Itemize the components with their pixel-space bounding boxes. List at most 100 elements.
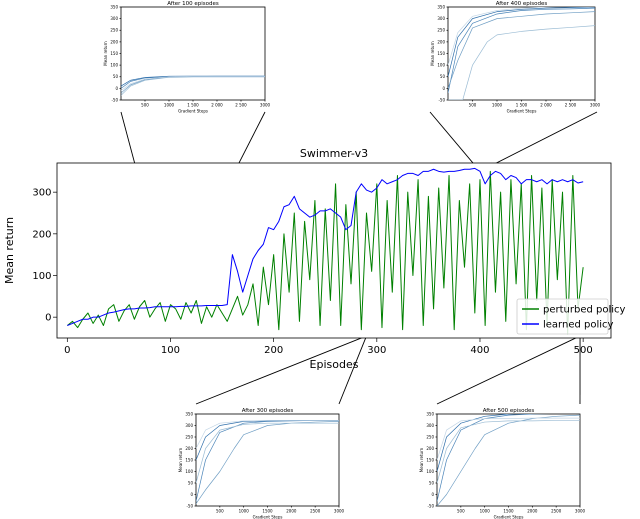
plot-frame (436, 413, 581, 507)
chart-title: Swimmer-v3 (300, 147, 368, 160)
y-tick-label: 200 (110, 39, 118, 44)
y-tick-label: 250 (437, 28, 445, 33)
chart-title: After 500 episodes (483, 408, 535, 414)
series-line-2 (448, 11, 595, 89)
y-tick-label: 350 (110, 4, 118, 9)
x-tick-label: 1000 (239, 509, 250, 514)
inset-after-400-episodes: 500 1000 1 500 2 000 2 500 3000 -50 0 50 100 150 20… (430, 1, 601, 114)
y-tick-label: 150 (110, 51, 118, 56)
y-tick-label: 350 (185, 411, 193, 416)
y-tick-label: 300 (437, 16, 445, 21)
y-tick-label: 300 (185, 423, 193, 428)
y-tick-label: 250 (185, 434, 193, 439)
y-tick-label: 50 (440, 74, 446, 79)
y-tick-label: 100 (437, 63, 445, 68)
x-tick-label: 500 (574, 345, 593, 356)
x-tick-label: 2500 (551, 509, 562, 514)
y-axis-label: Mean return (178, 447, 183, 472)
x-tick-label: 2 000 (540, 103, 552, 108)
series-line-1 (437, 414, 551, 502)
y-tick-label: 100 (426, 469, 434, 474)
x-tick-label: 2500 (310, 509, 321, 514)
series-lines (121, 75, 265, 96)
y-tick-label: 100 (32, 271, 51, 282)
y-tick-label: 50 (188, 480, 194, 485)
y-tick-label: 0 (45, 313, 51, 324)
x-tick-label: 400 (470, 345, 489, 356)
series-line-0 (448, 7, 595, 77)
x-tick-label: 1500 (262, 509, 273, 514)
x-axis-label: Gradient Steps (253, 515, 283, 519)
plot-frame (447, 6, 596, 101)
x-tick-label: 100 (161, 345, 180, 356)
x-tick-label: 1 500 (187, 103, 199, 108)
y-tick-label: 0 (431, 492, 434, 497)
y-tick-label: 250 (426, 434, 434, 439)
series-line-4 (121, 75, 265, 91)
y-axis-label: Mean return (419, 447, 424, 472)
y-tick-label: 200 (426, 446, 434, 451)
x-tick-label: 1000 (480, 509, 491, 514)
series-line-learned-policy (67, 167, 584, 326)
connector-line (195, 335, 367, 405)
x-tick-label: 200 (264, 345, 283, 356)
series-line-3 (437, 420, 580, 484)
y-axis-label: Mean return (3, 217, 16, 284)
y-tick-label: -50 (427, 503, 434, 508)
legend-label: perturbed policy (543, 305, 626, 316)
x-tick-label: 1 500 (516, 103, 528, 108)
y-tick-label: 50 (429, 480, 435, 485)
legend-label: learned policy (543, 320, 614, 331)
series-line-0 (437, 414, 516, 472)
x-tick-label: 3000 (260, 103, 271, 108)
chart-title: After 100 episodes (167, 1, 219, 7)
y-tick-label: 350 (437, 4, 445, 9)
y-tick-label: 0 (190, 492, 193, 497)
y-tick-label: 50 (113, 74, 119, 79)
chart-title: After 300 episodes (242, 408, 294, 414)
x-tick-label: 0 (64, 345, 70, 356)
y-tick-label: 200 (437, 39, 445, 44)
x-tick-label: 500 (141, 103, 149, 108)
connector-line (436, 335, 581, 405)
series-line-4 (448, 7, 565, 66)
y-tick-label: 100 (185, 469, 193, 474)
x-axis-label: Gradient Steps (507, 109, 537, 114)
y-tick-label: -50 (111, 97, 118, 102)
series-line-4 (196, 420, 339, 449)
y-tick-label: 0 (115, 86, 118, 91)
legend-box (516, 298, 609, 335)
y-tick-label: -50 (438, 97, 445, 102)
y-tick-label: 300 (426, 423, 434, 428)
x-tick-label: 2 000 (211, 103, 223, 108)
y-tick-label: 200 (32, 229, 51, 240)
series-lines (437, 414, 580, 506)
series-line-4 (437, 417, 580, 461)
series-line-1 (448, 7, 595, 94)
series-line-2 (437, 414, 580, 506)
plot-frame (120, 6, 266, 101)
inset-after-300-episodes: 500 1000 1500 2000 2500 3000 -50 0 50 100 150 200 25… (178, 408, 345, 519)
y-tick-label: 150 (185, 457, 193, 462)
connector-line (429, 111, 481, 172)
series-line-perturbed-policy (67, 170, 584, 335)
x-tick-label: 300 (367, 345, 386, 356)
x-tick-label: 500 (457, 509, 465, 514)
x-tick-label: 3000 (590, 103, 601, 108)
y-tick-label: 150 (426, 457, 434, 462)
series-lines (67, 167, 584, 335)
series-line-3 (448, 25, 595, 100)
x-tick-label: 2 500 (565, 103, 577, 108)
x-tick-label: 1500 (503, 509, 514, 514)
legend: perturbed policy learned policy (516, 298, 626, 335)
x-tick-label: 500 (216, 509, 224, 514)
x-axis-label: Gradient Steps (178, 109, 208, 114)
connector-line (338, 335, 367, 405)
plot-frame (195, 413, 340, 507)
inset-after-100-episodes: 500 1000 1 500 2 000 2 500 3000 -50 0 50 100 150 20… (103, 1, 271, 114)
y-tick-label: 100 (110, 63, 118, 68)
y-tick-label: -50 (186, 503, 193, 508)
connector-line (479, 111, 598, 172)
series-line-3 (196, 422, 339, 484)
